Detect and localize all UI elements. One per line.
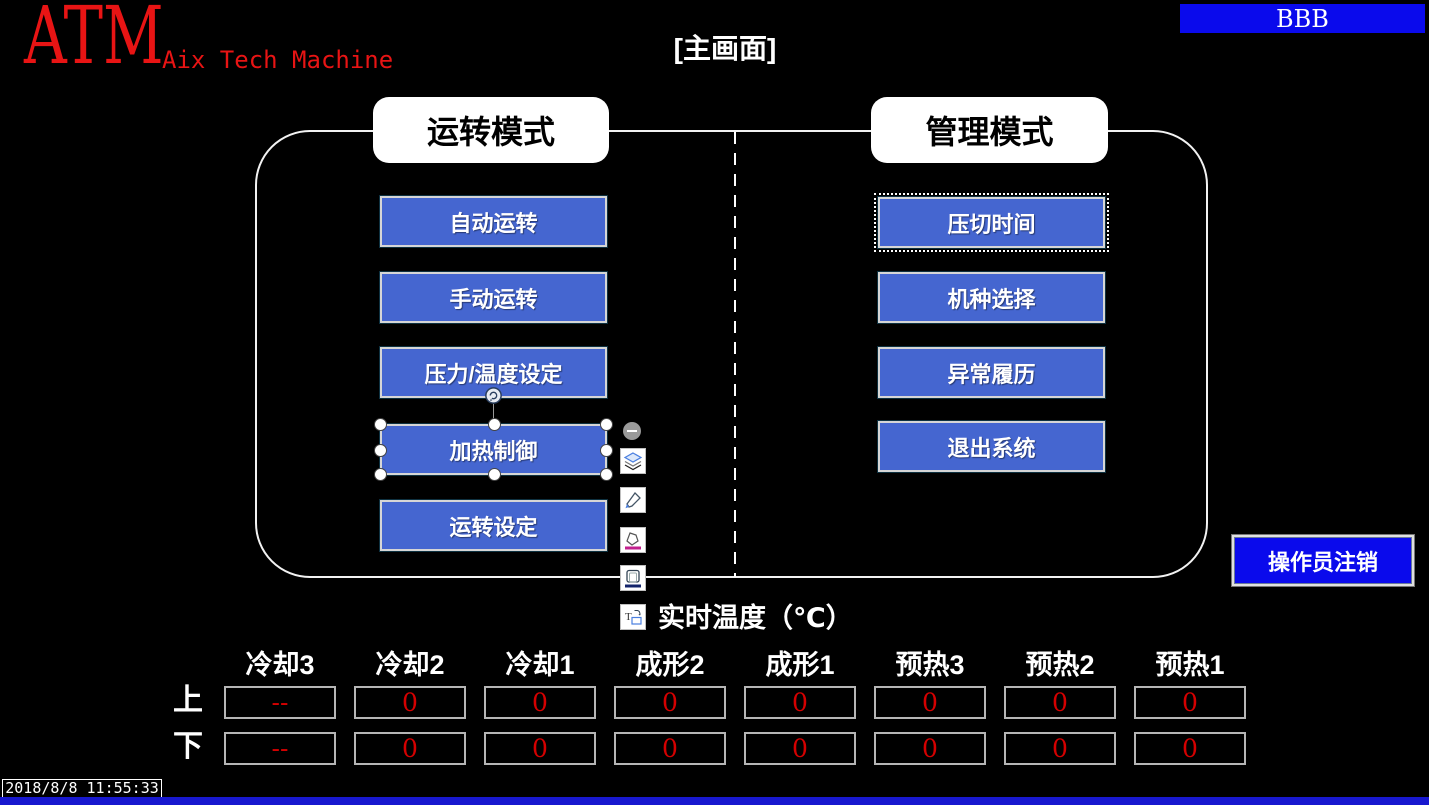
- selection-handle[interactable]: [374, 468, 387, 481]
- svg-text:T: T: [625, 611, 632, 623]
- selected-button-wrapper: 加热制御: [374, 387, 613, 481]
- button-auto-run[interactable]: 自动运转: [380, 196, 607, 247]
- top-right-button[interactable]: BBB: [1180, 4, 1425, 33]
- minus-bar: [627, 430, 637, 432]
- column-header-forming2: 成形2: [635, 650, 705, 680]
- row-label-lower: 下: [173, 730, 203, 763]
- logo-atm: ATM: [24, 0, 164, 82]
- temp-cell: 0: [484, 732, 596, 765]
- temp-cell: 0: [354, 732, 466, 765]
- temp-cell: --: [224, 732, 336, 765]
- button-manual-run[interactable]: 手动运转: [380, 272, 607, 323]
- panel-divider-dashed-line: [734, 132, 736, 577]
- selection-handle[interactable]: [600, 443, 613, 457]
- fill-color-icon[interactable]: [620, 527, 646, 553]
- temp-cell: 0: [1134, 686, 1246, 719]
- temp-cell: 0: [614, 686, 726, 719]
- button-press-cut-time[interactable]: 压切时间: [874, 193, 1109, 252]
- column-header-preheat1: 预热1: [1155, 650, 1225, 680]
- brush-icon[interactable]: [620, 487, 646, 513]
- button-model-select[interactable]: 机种选择: [878, 272, 1105, 323]
- layers-icon[interactable]: [620, 448, 646, 474]
- temp-cell: 0: [484, 686, 596, 719]
- row-label-upper: 上: [173, 684, 203, 717]
- temp-cell: 0: [1004, 732, 1116, 765]
- temp-cell: --: [224, 686, 336, 719]
- column-header-preheat3: 预热3: [895, 650, 965, 680]
- operation-mode-header: 运转模式: [373, 97, 609, 163]
- button-exit-system[interactable]: 退出系统: [878, 421, 1105, 472]
- column-header-cooling3: 冷却3: [245, 650, 315, 680]
- logo-subtitle: Aix Tech Machine: [162, 46, 394, 74]
- datetime-display: 2018/8/8 11:55:33: [2, 779, 162, 798]
- selection-handle[interactable]: [600, 468, 613, 481]
- border-style-icon[interactable]: [620, 565, 646, 591]
- page-title: [主画面]: [673, 33, 777, 64]
- button-error-history[interactable]: 异常履历: [878, 347, 1105, 398]
- mode-panel-outline: [255, 130, 1208, 578]
- column-header-cooling1: 冷却1: [505, 650, 575, 680]
- button-run-setting[interactable]: 运转设定: [380, 500, 607, 551]
- selection-handle[interactable]: [487, 418, 501, 431]
- manage-mode-header: 管理模式: [871, 97, 1108, 163]
- temp-cell: 0: [744, 686, 856, 719]
- column-header-preheat2: 预热2: [1025, 650, 1095, 680]
- rotate-handle-icon[interactable]: [484, 387, 502, 404]
- selection-handle[interactable]: [487, 468, 501, 481]
- selection-handle[interactable]: [374, 418, 387, 431]
- temp-cell: 0: [744, 732, 856, 765]
- bottom-blue-bar: [0, 797, 1429, 805]
- temp-cell: 0: [874, 686, 986, 719]
- selection-handle[interactable]: [374, 443, 387, 457]
- selection-handle[interactable]: [600, 418, 613, 431]
- column-header-forming1: 成形1: [765, 650, 835, 680]
- rotate-connector-line: [492, 404, 494, 419]
- operator-logout-button[interactable]: 操作员注销: [1232, 535, 1414, 586]
- temp-cell: 0: [874, 732, 986, 765]
- realtime-temperature-title: 实时温度（℃）: [658, 603, 853, 633]
- temp-cell: 0: [354, 686, 466, 719]
- temp-cell: 0: [614, 732, 726, 765]
- column-header-cooling2: 冷却2: [375, 650, 445, 680]
- temp-cell: 0: [1134, 732, 1246, 765]
- minus-circle-icon[interactable]: [623, 422, 641, 440]
- text-box-icon[interactable]: T: [620, 604, 646, 630]
- temp-cell: 0: [1004, 686, 1116, 719]
